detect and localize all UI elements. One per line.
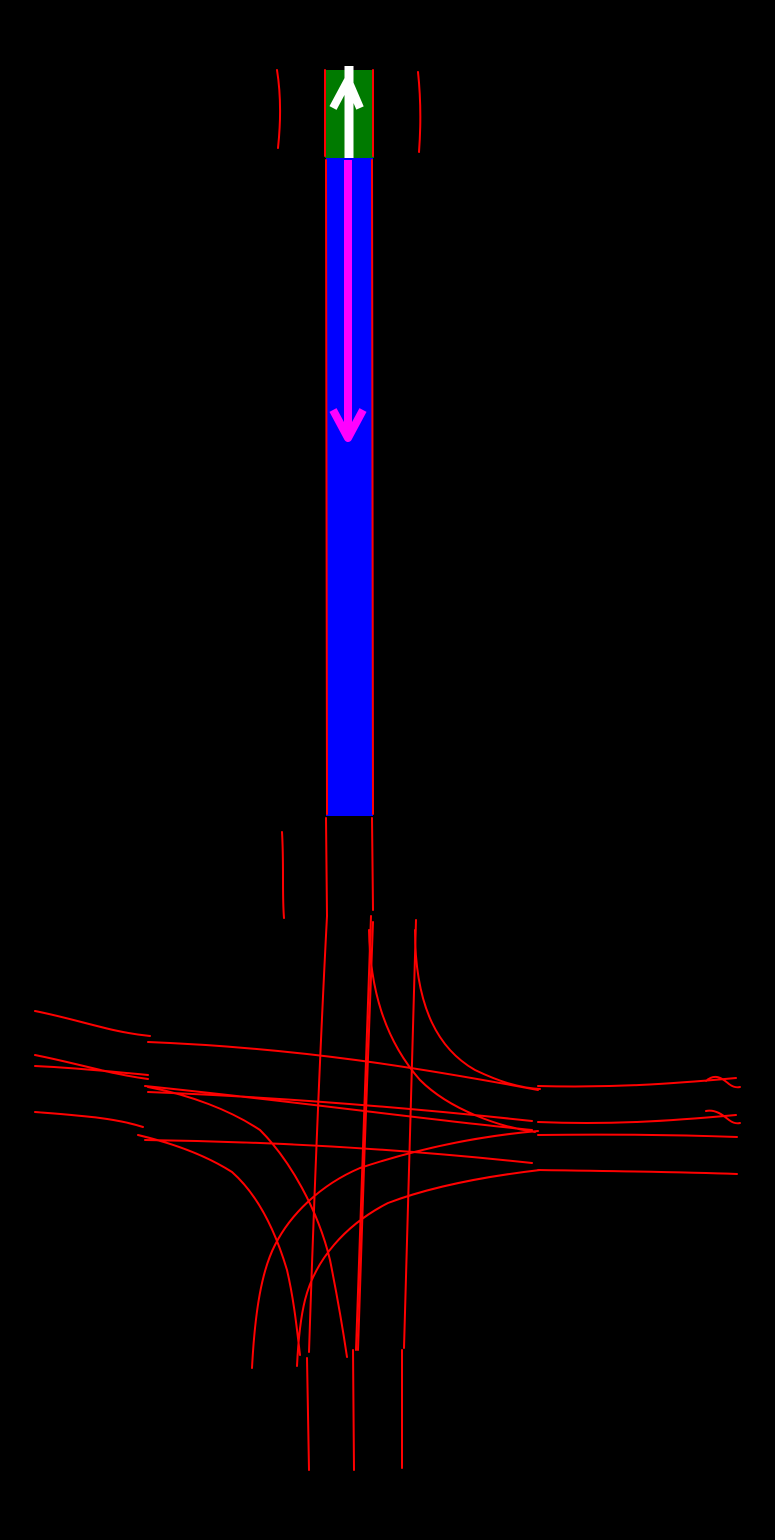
lane-boundary (147, 1041, 539, 1091)
target-lane-boundary (325, 159, 328, 815)
lane-boundary (276, 69, 282, 149)
lane-boundary (281, 831, 285, 919)
lane-lines (34, 69, 741, 1471)
lane-boundary (537, 1169, 738, 1175)
lane-boundary (34, 1054, 149, 1080)
lane-boundary (144, 1085, 533, 1131)
lane-boundary (368, 929, 536, 1133)
lane-boundary (144, 1139, 533, 1164)
lane-boundary (296, 1169, 541, 1367)
lane-boundary (147, 1086, 348, 1358)
lane-boundary (251, 1130, 539, 1369)
lane-boundary (355, 915, 372, 1351)
lane-boundary (705, 1075, 741, 1089)
lane-boundary (403, 919, 417, 1349)
lane-boundary (137, 1134, 301, 1356)
lane-boundary (34, 1111, 144, 1128)
lane-boundary (34, 1010, 151, 1037)
lane-boundary (352, 1349, 355, 1471)
lane-boundary (325, 817, 328, 917)
lane-boundary (537, 1133, 738, 1138)
lane-boundary (147, 1091, 533, 1122)
down-arrow-icon (329, 160, 367, 442)
lane-boundary (705, 1109, 741, 1125)
lane-boundary (308, 915, 328, 1353)
lane-boundary (34, 1065, 149, 1076)
lane-boundary (306, 1357, 310, 1471)
up-arrow-icon (329, 66, 364, 158)
lane-boundary (357, 921, 374, 1351)
lane-boundary (537, 1114, 737, 1125)
lane-boundary (371, 817, 374, 911)
target-lane-boundary (371, 159, 374, 815)
lane-boundary (537, 1077, 737, 1088)
lane-boundary (417, 71, 422, 153)
